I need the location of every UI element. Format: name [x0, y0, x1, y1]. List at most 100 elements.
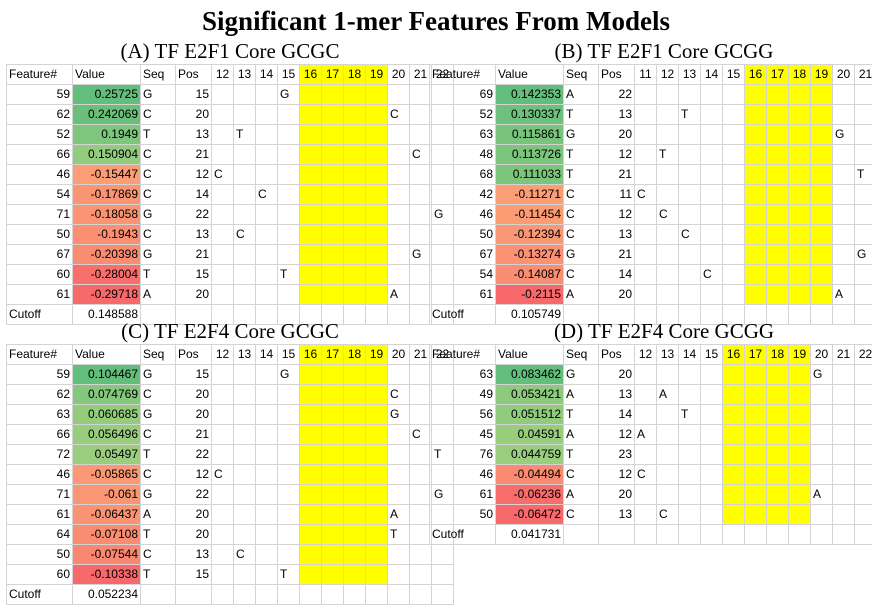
position-cell	[343, 424, 366, 445]
seq-cell: T	[563, 444, 599, 465]
table-row: 760.044759T23T	[429, 444, 872, 465]
value-cell: 0.083462	[495, 364, 564, 385]
position-cell	[387, 84, 410, 105]
table-row: 50 -0.06472 C 13 C	[429, 504, 872, 525]
base-marker: C	[211, 164, 234, 185]
position-cell	[700, 244, 723, 265]
position-cell	[211, 244, 234, 265]
table-row: 49 0.053421 A 13 A	[429, 384, 872, 405]
feature-id: 50	[6, 544, 73, 565]
position-cell	[678, 464, 701, 485]
position-cell	[854, 224, 872, 245]
position-cell	[634, 144, 657, 165]
position-cell	[854, 184, 872, 205]
position-header: 20	[810, 344, 833, 365]
position-cell	[343, 564, 366, 585]
position-cell	[277, 484, 300, 505]
base-marker: A	[387, 504, 410, 525]
value-cell: -0.1943	[72, 224, 141, 245]
seq-cell: C	[140, 464, 176, 485]
position-cell	[744, 484, 767, 505]
position-header: 16	[722, 344, 745, 365]
position-cell	[788, 184, 811, 205]
position-cell	[634, 244, 657, 265]
position-cell	[233, 404, 256, 425]
position-cell	[365, 464, 388, 485]
position-cell	[299, 544, 322, 565]
position-cell	[634, 484, 657, 505]
position-cell	[744, 284, 767, 305]
position-cell	[321, 104, 344, 125]
position-header: 18	[766, 344, 789, 365]
position-cell	[299, 124, 322, 145]
position-cell	[832, 404, 855, 425]
base-marker: A	[387, 284, 410, 305]
position-cell	[722, 364, 745, 385]
position-cell	[788, 244, 811, 265]
position-cell	[343, 464, 366, 485]
seq-cell: C	[140, 544, 176, 565]
position-cell	[211, 184, 234, 205]
position-cell	[299, 424, 322, 445]
position-cell	[277, 384, 300, 405]
position-cell	[233, 284, 256, 305]
position-cell	[722, 84, 745, 105]
position-cell	[766, 244, 789, 265]
position-cell	[656, 264, 679, 285]
position-cell	[722, 104, 745, 125]
position-cell	[277, 104, 300, 125]
position-cell	[233, 144, 256, 165]
position-cell	[387, 144, 410, 165]
position-header: 12	[211, 64, 234, 85]
position-cell	[255, 284, 278, 305]
position-cell	[211, 544, 234, 565]
position-header: 12	[634, 344, 657, 365]
position-cell	[233, 244, 256, 265]
table-row: 66 0.150904 C 21 C	[6, 144, 454, 165]
base-marker: C	[656, 504, 679, 525]
position-cell	[365, 244, 388, 265]
position-cell	[233, 364, 256, 385]
table-row: 72 0.05497 T 22 T	[6, 444, 454, 465]
pos-cell: 22	[175, 444, 212, 465]
position-cell	[788, 144, 811, 165]
position-cell	[387, 204, 410, 225]
cutoff-row: Cutoff 0.041731	[429, 524, 872, 545]
position-header: 15	[700, 344, 723, 365]
pos-cell: 12	[598, 144, 635, 165]
position-cell	[343, 384, 366, 405]
position-header: 19	[810, 64, 833, 85]
position-cell	[700, 284, 723, 305]
position-cell	[634, 224, 657, 245]
cutoff-row: Cutoff 0.105749	[429, 304, 872, 325]
position-cell	[722, 144, 745, 165]
base-marker: C	[387, 104, 410, 125]
position-cell	[343, 264, 366, 285]
feature-id: 60	[6, 564, 73, 585]
position-cell	[700, 84, 723, 105]
position-cell	[299, 444, 322, 465]
position-cell	[810, 424, 833, 445]
position-cell	[722, 484, 745, 505]
position-cell	[343, 244, 366, 265]
position-header: 17	[321, 344, 344, 365]
position-cell	[343, 224, 366, 245]
seq-cell: G	[563, 244, 599, 265]
position-cell	[211, 204, 234, 225]
position-cell	[854, 104, 872, 125]
value-cell: -0.14087	[495, 264, 564, 285]
position-cell	[255, 144, 278, 165]
pos-cell: 13	[175, 124, 212, 145]
position-cell	[810, 504, 833, 525]
position-cell	[255, 264, 278, 285]
table-row: 60 -0.10338 T 15 T	[6, 564, 454, 585]
empty-cell	[722, 524, 745, 545]
base-marker: T	[277, 564, 300, 585]
position-cell	[854, 144, 872, 165]
position-cell	[744, 144, 767, 165]
position-cell	[722, 464, 745, 485]
pos-cell: 14	[598, 404, 635, 425]
position-cell	[810, 444, 833, 465]
position-cell	[277, 444, 300, 465]
position-cell	[788, 164, 811, 185]
